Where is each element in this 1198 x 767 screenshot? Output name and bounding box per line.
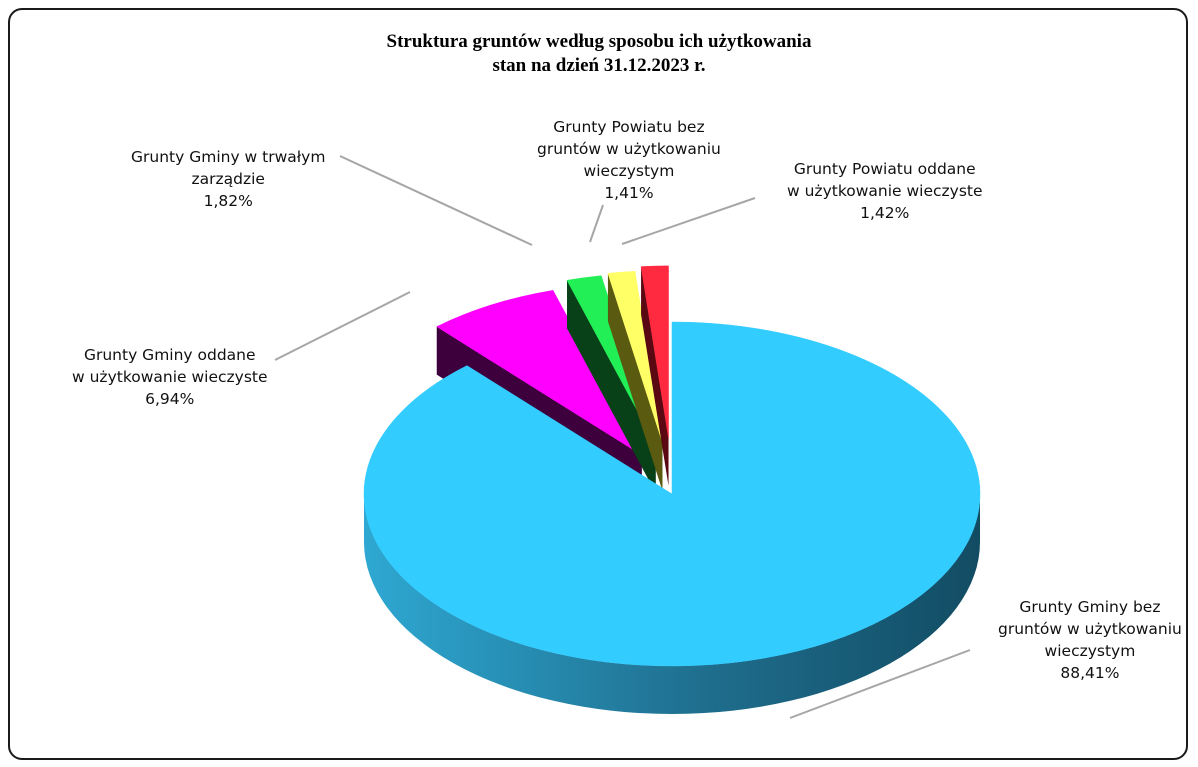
slice-value-label: 88,41% xyxy=(1060,664,1120,682)
pie-slice-top-3 xyxy=(607,271,663,443)
slice-label-line: Grunty Gminy w trwałym xyxy=(131,148,326,166)
pie-slice-wall-4-0 xyxy=(641,266,669,486)
slice-value-label: 1,41% xyxy=(604,184,654,202)
pie-slice-0 xyxy=(363,321,981,714)
slice-label-line: wieczystym xyxy=(583,162,675,180)
pie-slice-4 xyxy=(640,265,669,486)
pie-slice-top-4 xyxy=(640,265,669,438)
slice-label-line: gruntów w użytkowaniu xyxy=(537,140,721,158)
leader-line-3 xyxy=(589,204,604,243)
leader-line-2 xyxy=(339,155,533,246)
slice-label-1: Grunty Gminy oddane w użytkowanie wieczys… xyxy=(72,344,268,410)
slice-label-2: Grunty Gminy w trwałym zarządzie 1,82% xyxy=(131,146,325,212)
pie-slice-top-2 xyxy=(566,275,656,446)
slice-label-line: gruntów w użytkowaniu xyxy=(998,620,1182,638)
slice-label-3: Grunty Powiatu bez gruntów w użytkowaniu w… xyxy=(537,116,721,204)
slice-label-line: zarządzie xyxy=(191,170,265,188)
slice-label-4: Grunty Powiatu oddane w użytkowanie wiecz… xyxy=(787,158,983,224)
slice-label-line: Grunty Gminy oddane xyxy=(83,346,256,364)
slice-label-line: w użytkowanie wieczyste xyxy=(72,368,268,386)
chart-subtitle: stan na dzień 31.12.2023 r. xyxy=(492,55,706,76)
slice-label-line: wieczystym xyxy=(1044,642,1136,660)
slice-label-line: Grunty Powiatu oddane xyxy=(793,160,976,178)
slice-label-line: w użytkowanie wieczyste xyxy=(787,182,983,200)
pie-slice-wall-3-0 xyxy=(607,273,663,491)
slice-value-label: 6,94% xyxy=(145,390,195,408)
leader-line-1 xyxy=(274,291,411,361)
pie-slice-top-1 xyxy=(436,290,643,456)
slice-label-line: Grunty Gminy bez xyxy=(1019,598,1161,616)
pie-slice-wall-2-0 xyxy=(566,280,656,493)
slice-label-line: Grunty Powiatu bez xyxy=(553,118,705,136)
pie-slice-3 xyxy=(607,271,663,491)
slice-label-0: Grunty Gminy bez gruntów w użytkowaniu wie… xyxy=(998,596,1182,684)
pie-slice-side-0-0 xyxy=(364,494,980,714)
pie-slice-top-0 xyxy=(363,321,981,667)
chart-title-block: Struktura gruntów według sposobu ich uży… xyxy=(0,30,1198,78)
slice-value-label: 1,42% xyxy=(860,204,910,222)
slice-value-label: 1,82% xyxy=(203,192,253,210)
chart-title: Struktura gruntów według sposobu ich uży… xyxy=(386,31,812,52)
leader-line-4 xyxy=(621,197,756,245)
leader-line-0 xyxy=(789,649,971,719)
